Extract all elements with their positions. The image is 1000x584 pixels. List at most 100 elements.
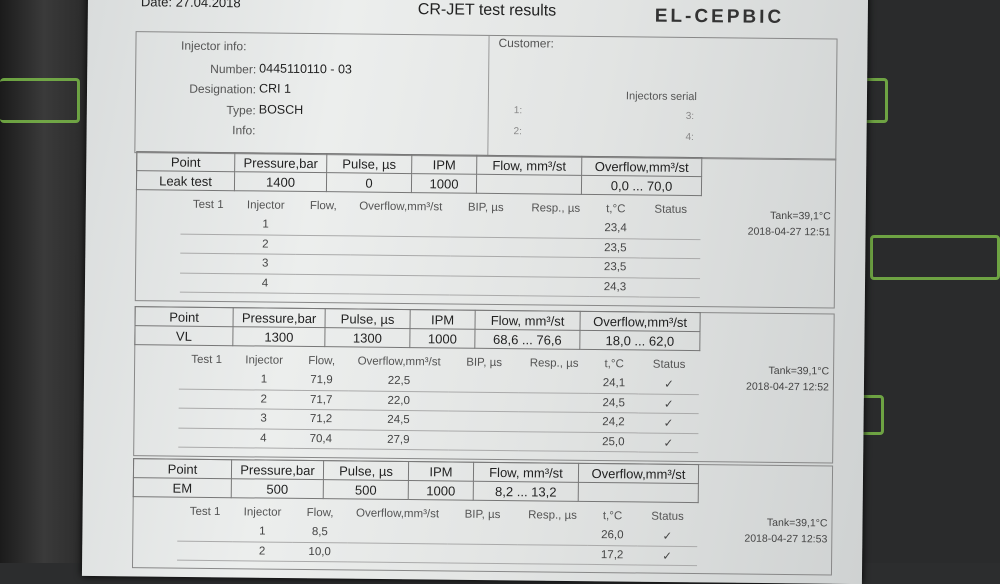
serial-2: 2: xyxy=(513,126,522,138)
result-cell xyxy=(295,234,351,255)
status-check-icon xyxy=(639,277,701,298)
point-value: 68,6 ... 76,6 xyxy=(474,329,580,350)
customer-label: Customer: xyxy=(498,35,554,51)
result-cell xyxy=(519,276,591,297)
results-header: Flow, xyxy=(308,354,336,368)
status-check-icon: ✓ xyxy=(638,373,700,395)
point-header: Flow, mm³/st xyxy=(474,310,581,331)
result-cell: 23,4 xyxy=(590,218,641,239)
status-check-icon: ✓ xyxy=(638,412,699,434)
result-cell xyxy=(447,523,518,545)
point-value: 500 xyxy=(231,478,324,499)
result-cell xyxy=(448,430,519,451)
result-cell: 23,5 xyxy=(590,237,641,258)
point-header: Overflow,mm³/st xyxy=(579,311,701,332)
point-header: Point xyxy=(136,151,235,172)
point-header: Pulse, µs xyxy=(326,153,412,174)
result-cell: 3 xyxy=(235,253,296,274)
results-header: Status xyxy=(652,358,686,371)
point-header: IPM xyxy=(411,154,477,175)
test-timestamp: 2018-04-27 12:53 xyxy=(744,532,828,546)
test-timestamp: 2018-04-27 12:51 xyxy=(747,225,831,239)
result-cell: 22,5 xyxy=(348,370,450,392)
injector-info-heading: Injector info: xyxy=(181,38,247,54)
point-table: Point Pressure,bar Pulse, µs IPM Flow, mm³/s… xyxy=(133,458,699,503)
point-value: 18,0 ... 62,0 xyxy=(579,330,700,351)
results-header: t,°C xyxy=(606,202,626,216)
green-logo-shape xyxy=(870,235,1000,280)
row-spacer xyxy=(178,427,234,448)
point-header: Pressure,bar xyxy=(231,459,324,480)
row-spacer xyxy=(177,540,233,561)
result-cell xyxy=(347,522,448,544)
results-header: Test 1 xyxy=(192,198,224,211)
result-cell: 1 xyxy=(232,521,293,542)
serial-1: 1: xyxy=(513,105,523,117)
result-cell: 71,9 xyxy=(293,370,350,391)
results-header: Overflow,mm³/st xyxy=(359,200,443,214)
result-cell xyxy=(518,411,589,432)
result-cell: 4 xyxy=(234,273,296,294)
point-header: Flow, mm³/st xyxy=(473,462,579,483)
result-cell: 2 xyxy=(235,234,296,255)
row-spacer xyxy=(180,253,236,274)
type-label: Type: xyxy=(226,103,256,118)
result-cell: 71,7 xyxy=(293,389,349,410)
result-cell xyxy=(518,372,590,393)
result-cell: 1 xyxy=(233,369,295,390)
point-value: 0,0 ... 70,0 xyxy=(581,175,702,196)
report-date: Date: 27.04.2018 xyxy=(140,0,241,11)
result-cell xyxy=(295,254,351,275)
number-label: Number: xyxy=(210,61,257,77)
result-cell: 1 xyxy=(235,214,296,235)
result-cell: 24,2 xyxy=(588,412,639,433)
result-cell: 24,5 xyxy=(588,392,639,413)
point-table: Point Pressure,bar Pulse, µs IPM Flow, mm³/s… xyxy=(136,151,702,196)
designation-value: CRI 1 xyxy=(258,81,292,96)
row-spacer xyxy=(179,272,236,293)
point-value xyxy=(578,482,699,503)
result-cell xyxy=(520,237,591,258)
row-spacer xyxy=(180,214,236,235)
results-header: Status xyxy=(654,203,688,216)
result-cell xyxy=(448,391,519,412)
results-header: Test 1 xyxy=(189,505,221,518)
results-header: Flow, xyxy=(309,199,337,213)
point-header: Pulse, µs xyxy=(323,460,409,481)
result-cell xyxy=(347,542,448,563)
point-value: Leak test xyxy=(136,170,235,191)
point-header: Pressure,bar xyxy=(234,152,327,173)
results-header: Resp., µs xyxy=(529,357,579,370)
result-cell: 23,5 xyxy=(590,257,641,278)
point-value: VL xyxy=(134,325,234,346)
point-value: 8,2 ... 13,2 xyxy=(473,481,579,502)
company-logo: EL-CEPBIC xyxy=(654,5,785,28)
result-cell xyxy=(518,431,589,452)
results-header: Injector xyxy=(246,199,285,212)
result-cell: 8,5 xyxy=(292,522,348,543)
results-header: Injector xyxy=(243,506,282,519)
status-check-icon xyxy=(640,218,701,240)
result-cell: 24,1 xyxy=(588,373,640,394)
info-label: Info: xyxy=(232,123,256,138)
result-cell xyxy=(350,215,451,237)
point-header: Pulse, µs xyxy=(325,308,411,329)
point-header: IPM xyxy=(410,309,476,330)
tank-temperature: Tank=39,1°C xyxy=(768,364,830,378)
point-value: 1400 xyxy=(234,171,327,192)
results-header: Overflow,mm³/st xyxy=(357,355,441,369)
green-logo-shape xyxy=(0,78,80,123)
row-spacer xyxy=(177,521,233,542)
result-cell xyxy=(448,371,520,393)
result-cell xyxy=(349,274,451,295)
point-header: Overflow,mm³/st xyxy=(581,156,702,177)
injectors-serial-heading: Injectors serial xyxy=(625,90,697,104)
type-value: BOSCH xyxy=(258,102,304,117)
point-header: Point xyxy=(133,458,232,479)
result-cell: 4 xyxy=(233,428,294,449)
result-cell: 10,0 xyxy=(292,541,348,562)
point-header: IPM xyxy=(408,461,474,482)
point-value: 500 xyxy=(323,479,409,500)
result-cell xyxy=(450,216,521,238)
point-value: 1000 xyxy=(408,480,474,501)
